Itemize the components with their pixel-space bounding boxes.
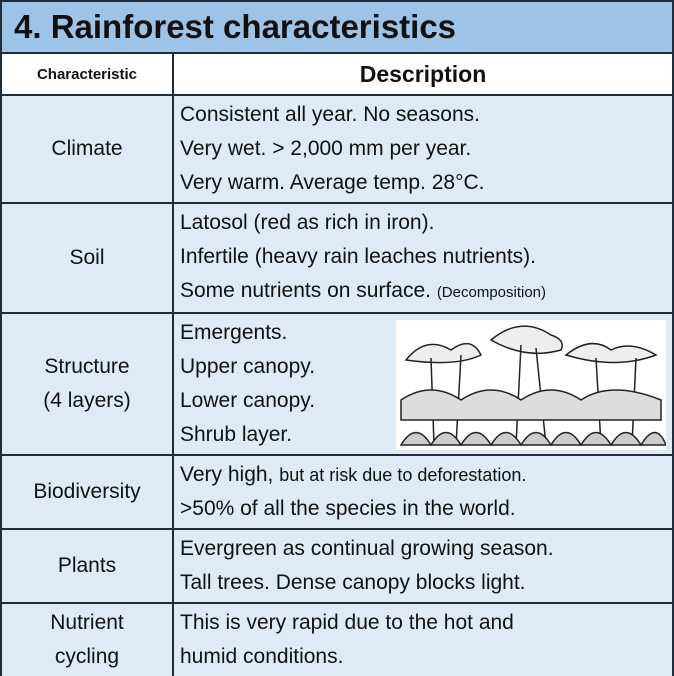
description-line: Very high, but at risk due to deforestat… [180, 458, 666, 492]
characteristic: Biodiversity [33, 480, 141, 503]
description-text: Emergents. [180, 321, 288, 344]
description-text: Lower canopy. [180, 389, 316, 412]
table-row: Biodiversity Very high, but at risk due t… [2, 454, 672, 530]
description-text: Some nutrients on surface. [180, 279, 431, 302]
description-line: humid conditions. [180, 640, 666, 674]
description-text: Very warm. Average temp. 28°C. [180, 171, 485, 194]
table-row: Plants Evergreen as continual growing sea… [2, 528, 672, 604]
characteristic-cell: Climate [2, 94, 174, 204]
description-cell: Latosol (red as rich in iron). Infertile … [172, 202, 672, 314]
table-row: Climate Consistent all year. No seasons. V… [2, 94, 672, 204]
description-line: Latosol (red as rich in iron). [180, 206, 666, 240]
description-line: Tall trees. Dense canopy blocks light. [180, 566, 666, 600]
characteristic-cell: Biodiversity [2, 454, 174, 530]
description-line: Evergreen as continual growing season. [180, 532, 666, 566]
description-text: humid conditions. [180, 645, 344, 668]
table-row: Structure (4 layers) Emergents. Upper canop… [2, 312, 672, 456]
forest-illustration [396, 320, 666, 450]
description-text: Infertile (heavy rain leaches nutrients)… [180, 245, 537, 268]
column-header: Characteristic [2, 54, 174, 96]
characteristic: Plants [57, 554, 117, 577]
characteristic: Structure [44, 355, 130, 378]
description-note: but at risk due to deforestation. [279, 465, 527, 485]
description-text: Latosol (red as rich in iron). [180, 211, 435, 234]
description-line: Very wet. > 2,000 mm per year. [180, 132, 666, 166]
characteristic-cell: Soil [2, 202, 174, 314]
description-line: Lower canopy. [180, 384, 666, 418]
characteristic-cell: Nutrient cycling [2, 602, 174, 676]
table-row: Nutrient cycling This is very rapid due to… [2, 602, 672, 676]
description-text: Very high, [180, 463, 274, 486]
characteristic: Nutrient [50, 611, 124, 634]
description-line: Very warm. Average temp. 28°C. [180, 166, 666, 200]
description-cell: Very high, but at risk due to deforestat… [172, 454, 672, 530]
description-line: >50% of all the species in the world. [180, 492, 666, 526]
column-header: Description [172, 54, 672, 96]
description-text: Evergreen as continual growing season. [180, 537, 554, 560]
characteristic: (4 layers) [43, 389, 131, 412]
description-line: Infertile (heavy rain leaches nutrients)… [180, 240, 666, 274]
characteristic-cell: Plants [2, 528, 174, 604]
description-line: Shrub layer. [180, 418, 666, 452]
description-note: (Decomposition) [436, 284, 547, 301]
description-line: Some nutrients on surface. (Decompositio… [180, 274, 666, 310]
description-cell: Emergents. Upper canopy. Lower canopy. Shru… [172, 312, 672, 456]
title: 4. Rainforest characteristics [2, 2, 672, 54]
characteristic: Soil [69, 246, 105, 269]
characteristic: cycling [54, 645, 120, 668]
characteristic-cell: Structure (4 layers) [2, 312, 174, 456]
description-text: Shrub layer. [180, 423, 293, 446]
table-body: Climate Consistent all year. No seasons. V… [2, 94, 672, 676]
description-cell: This is very rapid due to the hot and hum… [172, 602, 672, 676]
description-line: Upper canopy. [180, 350, 666, 384]
table: Characteristic Description Climate Consis… [2, 54, 672, 676]
description-text: >50% of all the species in the world. [180, 497, 516, 520]
description-line: Emergents. [180, 316, 666, 350]
description-cell: Evergreen as continual growing season. Ta… [172, 528, 672, 604]
description-cell: Consistent all year. No seasons. Very wet… [172, 94, 672, 204]
description-line: This is very rapid due to the hot and [180, 606, 666, 640]
description-text: Tall trees. Dense canopy blocks light. [180, 571, 526, 594]
characteristic: Climate [51, 137, 123, 160]
description-text: Very wet. > 2,000 mm per year. [180, 137, 472, 160]
description-text: This is very rapid due to the hot and [180, 611, 514, 634]
description-line: Consistent all year. No seasons. [180, 98, 666, 132]
description-text: Consistent all year. No seasons. [180, 103, 480, 126]
description-text: Upper canopy. [180, 355, 316, 378]
table-row: Soil Latosol (red as rich in iron). Infert… [2, 202, 672, 314]
